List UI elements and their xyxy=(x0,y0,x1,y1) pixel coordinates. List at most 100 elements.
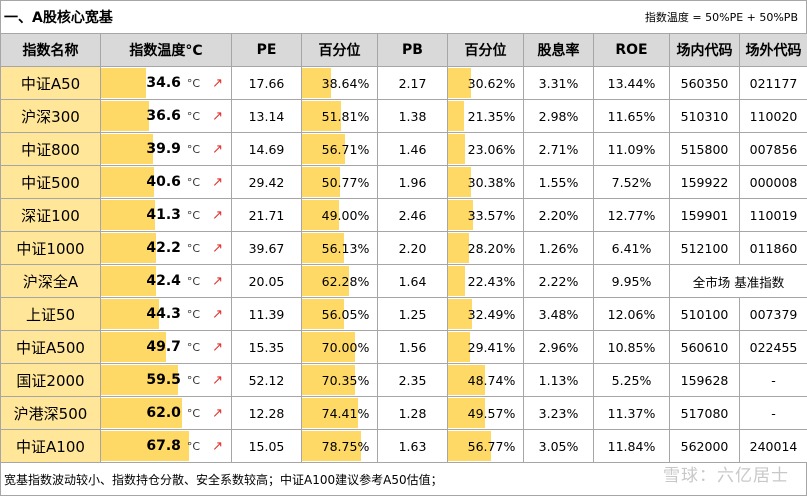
roe-cell: 11.84% xyxy=(593,429,670,463)
roe-cell: 11.09% xyxy=(593,132,670,166)
temperature-unit: °C xyxy=(186,208,201,222)
pe-cell: 20.05 xyxy=(231,264,302,298)
temperature-unit: °C xyxy=(186,274,201,288)
roe-cell: 11.37% xyxy=(593,396,670,430)
temperature-unit: °C xyxy=(186,307,201,321)
pe-percentile: 62.28% xyxy=(301,264,378,298)
pb-percentile: 30.62% xyxy=(447,66,524,100)
pe-percentile-value: 56.71% xyxy=(321,141,370,157)
pb-percentile-value: 49.57% xyxy=(467,405,516,421)
footer-note: 宽基指数波动较小、指数持仓分散、安全系数较高；中证A100建议参考A50估值； xyxy=(0,463,807,496)
index-name-cell: 沪深全A xyxy=(0,264,101,298)
roe-cell: 12.06% xyxy=(593,297,670,331)
page-title: 一、A股核心宽基 xyxy=(4,10,113,26)
header-row: 指数名称 指数温度°C PE 百分位 PB 百分位 股息率 ROE 场内代码 场… xyxy=(0,33,807,67)
pb-percentile-bar xyxy=(448,233,470,263)
header-otc-code: 场外代码 xyxy=(739,33,807,67)
temperature-unit: °C xyxy=(186,175,201,189)
temperature-bar xyxy=(101,233,156,263)
table-row: 中证A500 49.7 °C ↗ 15.35 70.00% 1.56 29.41% 2.96% 1… xyxy=(0,330,807,364)
otc-code-cell: 110019 xyxy=(739,198,807,232)
temperature-bar xyxy=(101,266,157,296)
pb-cell: 2.20 xyxy=(377,231,448,265)
trend-up-arrow-icon: ↗ xyxy=(212,306,223,322)
pe-cell: 14.69 xyxy=(231,132,302,166)
roe-cell: 7.52% xyxy=(593,165,670,199)
exchange-code-cell: 560610 xyxy=(669,330,740,364)
header-pb-percentile: 百分位 xyxy=(447,33,524,67)
pb-percentile-value: 23.06% xyxy=(467,141,516,157)
header-pb: PB xyxy=(377,33,448,67)
pb-percentile-value: 56.77% xyxy=(467,438,516,454)
index-name-cell: 中证800 xyxy=(0,132,101,166)
dividend-yield-cell: 1.55% xyxy=(523,165,594,199)
temperature-bar xyxy=(101,299,159,329)
temperature-value: 42.2 xyxy=(146,240,181,256)
pe-percentile: 49.00% xyxy=(301,198,378,232)
pe-percentile-bar xyxy=(302,299,345,329)
trend-up-arrow-icon: ↗ xyxy=(212,273,223,289)
pb-percentile-value: 30.62% xyxy=(467,75,516,91)
pb-cell: 1.96 xyxy=(377,165,448,199)
otc-code-cell: 240014 xyxy=(739,429,807,463)
exchange-code-cell: 159628 xyxy=(669,363,740,397)
temperature-unit: °C xyxy=(186,76,201,90)
pb-cell: 2.35 xyxy=(377,363,448,397)
header-dividend-yield: 股息率 xyxy=(523,33,594,67)
temperature-unit: °C xyxy=(186,373,201,387)
pb-percentile-bar xyxy=(448,101,464,131)
pb-cell: 1.25 xyxy=(377,297,448,331)
dividend-yield-cell: 2.22% xyxy=(523,264,594,298)
exchange-code-cell: 517080 xyxy=(669,396,740,430)
temperature-cell: 34.6 °C ↗ xyxy=(100,66,232,100)
roe-cell: 11.65% xyxy=(593,99,670,133)
otc-code-cell: 022455 xyxy=(739,330,807,364)
index-name-cell: 上证50 xyxy=(0,297,101,331)
pe-cell: 15.05 xyxy=(231,429,302,463)
pe-cell: 21.71 xyxy=(231,198,302,232)
pe-percentile-bar xyxy=(302,200,339,230)
pb-percentile: 49.57% xyxy=(447,396,524,430)
trend-up-arrow-icon: ↗ xyxy=(212,207,223,223)
table-row: 中证800 39.9 °C ↗ 14.69 56.71% 1.46 23.06% 2.71% 11… xyxy=(0,132,807,166)
pe-percentile-value: 56.05% xyxy=(321,306,370,322)
index-name-cell: 中证A50 xyxy=(0,66,101,100)
pe-percentile-bar xyxy=(302,332,355,362)
temperature-value: 39.9 xyxy=(146,141,181,157)
table-row: 国证2000 59.5 °C ↗ 52.12 70.35% 2.35 48.74% 1.13% 5… xyxy=(0,363,807,397)
pb-percentile-value: 29.41% xyxy=(467,339,516,355)
pe-percentile-value: 50.77% xyxy=(321,174,370,190)
exchange-code-cell: 510310 xyxy=(669,99,740,133)
temperature-cell: 36.6 °C ↗ xyxy=(100,99,232,133)
index-name-cell: 中证A500 xyxy=(0,330,101,364)
pb-percentile: 56.77% xyxy=(447,429,524,463)
temperature-unit: °C xyxy=(186,109,201,123)
pe-percentile-bar xyxy=(302,233,345,263)
dividend-yield-cell: 3.05% xyxy=(523,429,594,463)
pb-percentile-bar xyxy=(448,398,486,428)
pb-cell: 1.63 xyxy=(377,429,448,463)
otc-code-cell: 007856 xyxy=(739,132,807,166)
temperature-bar xyxy=(101,101,149,131)
pe-percentile-value: 56.13% xyxy=(321,240,370,256)
pe-percentile-value: 70.00% xyxy=(321,339,370,355)
roe-cell: 10.85% xyxy=(593,330,670,364)
table-row: 上证50 44.3 °C ↗ 11.39 56.05% 1.25 32.49% 3.48% 12.… xyxy=(0,297,807,331)
pb-percentile: 29.41% xyxy=(447,330,524,364)
pb-percentile-value: 33.57% xyxy=(467,207,516,223)
trend-up-arrow-icon: ↗ xyxy=(212,141,223,157)
pe-percentile: 38.64% xyxy=(301,66,378,100)
pb-percentile-bar xyxy=(448,332,471,362)
temperature-bar xyxy=(101,167,154,197)
pb-percentile: 22.43% xyxy=(447,264,524,298)
pb-percentile: 32.49% xyxy=(447,297,524,331)
temperature-bar xyxy=(101,365,179,395)
exchange-code-cell: 159922 xyxy=(669,165,740,199)
table-row: 沪深300 36.6 °C ↗ 13.14 51.81% 1.38 21.35% 2.98% 11… xyxy=(0,99,807,133)
table-row: 中证500 40.6 °C ↗ 29.42 50.77% 1.96 30.38% 1.55% 7.… xyxy=(0,165,807,199)
pb-percentile-value: 21.35% xyxy=(467,108,516,124)
dividend-yield-cell: 2.71% xyxy=(523,132,594,166)
temperature-value: 40.6 xyxy=(146,174,181,190)
footer-text: 宽基指数波动较小、指数持仓分散、安全系数较高；中证A100建议参考A50估值； xyxy=(4,472,443,487)
pe-cell: 52.12 xyxy=(231,363,302,397)
